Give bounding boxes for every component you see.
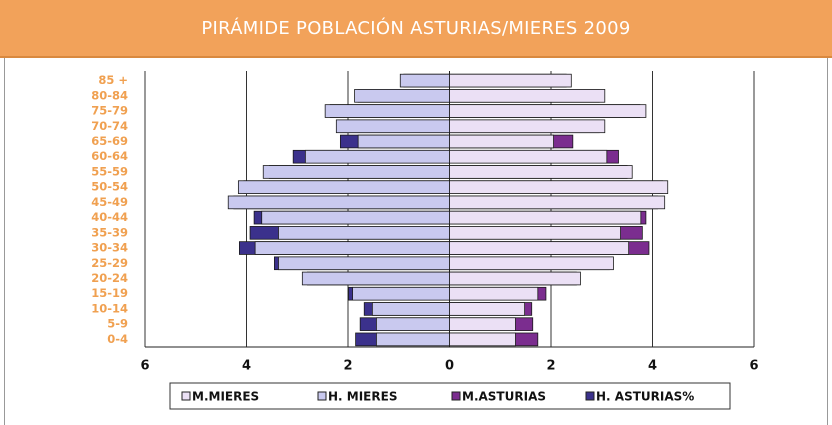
- bar: [449, 302, 526, 316]
- legend-swatch: [451, 391, 461, 401]
- legend-label: H. MIERES: [328, 390, 397, 404]
- bar: [237, 180, 450, 194]
- bar: [449, 180, 669, 194]
- x-tick-label: 4: [648, 359, 657, 374]
- bar: [449, 271, 581, 286]
- x-tick-label: 6: [140, 359, 149, 374]
- bar: [357, 134, 450, 149]
- y-tick-label: 25-29: [91, 256, 128, 270]
- y-tick-label: 80-84: [91, 88, 128, 102]
- bar: [449, 286, 539, 301]
- y-tick-label: 35-39: [91, 225, 128, 239]
- bar: [449, 332, 516, 347]
- bar: [449, 134, 554, 149]
- chart-title: PIRÁMIDE POBLACIÓN ASTURIAS/MIERES 2009: [0, 0, 832, 58]
- y-tick-label: 55-59: [91, 164, 128, 178]
- bar: [371, 302, 450, 316]
- legend-label: H. ASTURIAS%: [596, 390, 694, 404]
- bar: [449, 165, 633, 179]
- bar: [376, 317, 450, 331]
- y-tick-label: 30-34: [91, 241, 128, 255]
- legend-label: M.ASTURIAS: [462, 390, 546, 404]
- bar: [376, 332, 450, 347]
- bar: [449, 210, 642, 225]
- x-tick-label: 2: [546, 359, 555, 374]
- frame: [4, 58, 828, 425]
- y-tick-label: 40-44: [91, 210, 128, 224]
- bar: [324, 104, 450, 118]
- y-tick-label: 0-4: [107, 332, 128, 346]
- y-tick-label: 5-9: [107, 317, 128, 331]
- y-tick-label: 10-14: [91, 301, 128, 315]
- legend-label: M.MIERES: [192, 390, 259, 404]
- bar: [449, 226, 621, 240]
- y-tick-label: 20-24: [91, 271, 128, 285]
- bar: [301, 271, 450, 286]
- bar: [449, 104, 647, 118]
- y-tick-label: 70-74: [91, 119, 128, 133]
- bar: [261, 210, 450, 225]
- bar: [278, 256, 450, 271]
- bar: [335, 119, 450, 134]
- y-tick-label: 15-19: [91, 286, 128, 300]
- bar: [449, 195, 666, 210]
- bar: [449, 256, 614, 271]
- x-tick-label: 0: [445, 359, 454, 374]
- legend-swatch: [181, 391, 191, 401]
- y-tick-label: 85 +: [98, 73, 128, 87]
- bar: [262, 165, 450, 179]
- bar: [449, 73, 572, 88]
- bar: [254, 241, 450, 255]
- y-tick-label: 75-79: [91, 104, 128, 118]
- legend-box: [169, 382, 731, 410]
- bar: [399, 73, 450, 88]
- legend-swatch: [585, 391, 595, 401]
- bar: [449, 241, 630, 255]
- bar: [449, 317, 516, 331]
- y-tick-label: 60-64: [91, 149, 128, 163]
- x-tick-label: 4: [242, 359, 251, 374]
- y-tick-label: 50-54: [91, 180, 128, 194]
- bar: [449, 149, 608, 164]
- bar: [227, 195, 450, 210]
- y-tick-label: 45-49: [91, 195, 128, 209]
- x-tick-label: 6: [749, 359, 758, 374]
- legend-swatch: [317, 391, 327, 401]
- bar: [449, 119, 606, 134]
- bar: [278, 226, 450, 240]
- x-tick-label: 2: [343, 359, 352, 374]
- bar: [304, 149, 450, 164]
- bar: [449, 89, 606, 103]
- bar: [352, 286, 450, 301]
- bar: [354, 89, 450, 103]
- y-tick-label: 65-69: [91, 134, 128, 148]
